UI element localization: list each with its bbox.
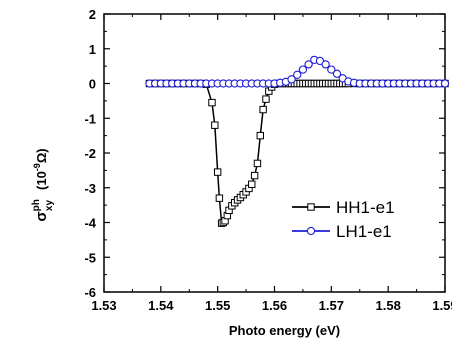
- x-tick-label: 1.56: [262, 298, 287, 313]
- x-tick-label: 1.53: [91, 298, 116, 313]
- data-point-lh1-e1: [298, 65, 308, 74]
- y-tick-label: -1: [84, 111, 96, 126]
- y-tick-label: 1: [89, 42, 96, 57]
- y-title-unit-exponent: -9: [32, 163, 42, 171]
- data-point-lh1-e1: [327, 65, 336, 74]
- y-title-subscript: xy: [44, 200, 55, 212]
- data-point-hh1-e1: [208, 98, 216, 107]
- data-point-hh1-e1: [256, 131, 264, 140]
- legend-label-lh1-e1: LH1-e1: [336, 222, 392, 241]
- x-tick-label: 1.54: [148, 298, 174, 313]
- data-point-hh1-e1: [250, 171, 259, 180]
- x-tick-label: 1.59: [432, 298, 452, 313]
- y-tick-label: -4: [84, 216, 96, 231]
- data-point-lh1-e1: [287, 75, 296, 84]
- y-tick-label: 2: [89, 7, 96, 22]
- y-title-unit: (10: [34, 171, 49, 190]
- data-point-hh1-e1: [248, 180, 256, 188]
- x-tick-label: 1.55: [205, 298, 230, 313]
- y-tick-label: -3: [84, 181, 96, 196]
- legend-marker-lh1-e1: [306, 226, 316, 236]
- y-tick-label: -5: [84, 250, 96, 265]
- data-point-hh1-e1: [253, 159, 262, 168]
- y-tick-label: -6: [84, 285, 96, 300]
- data-point-hh1-e1: [215, 194, 224, 202]
- series-line-hh1-e1: [149, 82, 445, 225]
- y-tick-label: -2: [84, 146, 96, 161]
- y-tick-label: 0: [89, 77, 96, 92]
- legend-label-hh1-e1: HH1-e1: [336, 198, 395, 217]
- data-point-lh1-e1: [321, 60, 330, 69]
- data-point-hh1-e1: [213, 168, 222, 176]
- data-point-lh1-e1: [304, 60, 313, 69]
- data-point-hh1-e1: [211, 121, 219, 129]
- y-title-superscript: ph: [31, 199, 42, 211]
- y-axis-title: σph xy (10-9Ω): [31, 148, 55, 221]
- y-title-symbol: σ: [33, 211, 50, 221]
- legend-marker-hh1-e1: [307, 203, 315, 211]
- y-title-unit-suffix: Ω): [34, 148, 49, 163]
- data-point-hh1-e1: [262, 95, 270, 103]
- data-point-lh1-e1: [440, 79, 450, 88]
- x-tick-label: 1.57: [319, 298, 344, 313]
- x-axis-title: Photo energy (eV): [229, 323, 340, 338]
- data-point-lh1-e1: [332, 69, 342, 78]
- x-tick-label: 1.58: [376, 298, 401, 313]
- plot-frame: [103, 13, 446, 293]
- data-point-hh1-e1: [259, 105, 267, 114]
- data-point-lh1-e1: [293, 70, 302, 79]
